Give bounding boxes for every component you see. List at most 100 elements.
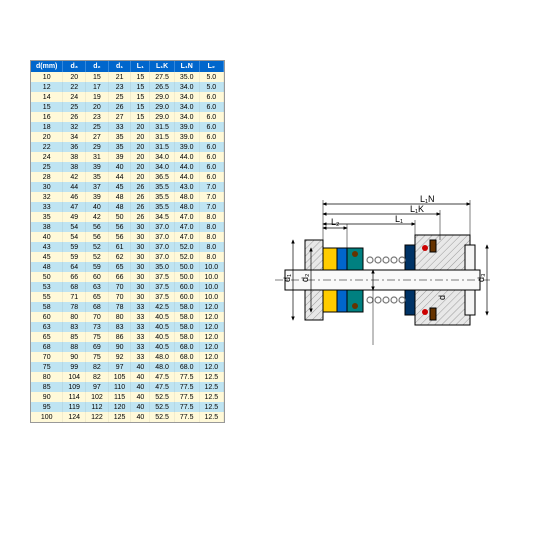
table-row: 587868783342.558.012.0	[31, 302, 224, 312]
table-cell: 12.5	[199, 392, 224, 402]
table-cell: 68	[31, 342, 63, 352]
table-cell: 38	[63, 152, 86, 162]
table-cell: 35	[108, 142, 131, 152]
table-cell: 55	[31, 292, 63, 302]
table-row: 354942502634.547.08.0	[31, 212, 224, 222]
table-cell: 90	[108, 342, 131, 352]
table-cell: 30	[131, 242, 150, 252]
table-cell: 48	[108, 202, 131, 212]
table-row: 901141021154052.577.512.5	[31, 392, 224, 402]
table-cell: 39.0	[174, 142, 199, 152]
table-cell: 12.5	[199, 372, 224, 382]
table-cell: 15	[131, 82, 150, 92]
table-cell: 33	[131, 332, 150, 342]
table-cell: 39	[86, 192, 109, 202]
table-cell: 15	[131, 72, 150, 82]
table-cell: 52.0	[174, 252, 199, 262]
table-cell: 58	[31, 302, 63, 312]
table-cell: 30	[131, 222, 150, 232]
table-row: 455952623037.052.08.0	[31, 252, 224, 262]
table-row: 324639482635.548.07.0	[31, 192, 224, 202]
table-cell: 71	[63, 292, 86, 302]
table-cell: 44.0	[174, 172, 199, 182]
table-cell: 12.0	[199, 352, 224, 362]
table-cell: 40	[108, 162, 131, 172]
table-cell: 58.0	[174, 332, 199, 342]
table-cell: 66	[108, 272, 131, 282]
table-cell: 20	[86, 102, 109, 112]
table-cell: 31.5	[150, 122, 175, 132]
table-cell: 26.5	[150, 82, 175, 92]
table-cell: 20	[131, 122, 150, 132]
label-L1K: L₁K	[410, 204, 424, 214]
table-cell: 114	[63, 392, 86, 402]
table-cell: 59	[63, 242, 86, 252]
table-cell: 33	[131, 322, 150, 332]
table-cell: 10.0	[199, 272, 224, 282]
table-cell: 35	[108, 132, 131, 142]
table-cell: 12	[31, 82, 63, 92]
table-cell: 77.5	[174, 412, 199, 422]
table-cell: 46	[63, 192, 86, 202]
table-cell: 115	[108, 392, 131, 402]
table-cell: 100	[31, 412, 63, 422]
table-cell: 30	[131, 272, 150, 282]
table-cell: 40.5	[150, 312, 175, 322]
table-row: 162623271529.034.06.0	[31, 112, 224, 122]
table-cell: 35.5	[150, 182, 175, 192]
table-cell: 12.0	[199, 342, 224, 352]
table-cell: 27.5	[150, 72, 175, 82]
table-cell: 40	[86, 202, 109, 212]
table-cell: 36	[63, 142, 86, 152]
table-cell: 104	[63, 372, 86, 382]
table-cell: 33	[31, 202, 63, 212]
table-cell: 30	[131, 252, 150, 262]
table-cell: 38	[63, 162, 86, 172]
table-cell: 85	[31, 382, 63, 392]
table-cell: 5.0	[199, 72, 224, 82]
table-row: 142419251529.034.06.0	[31, 92, 224, 102]
table-cell: 40	[131, 382, 150, 392]
table-cell: 40	[131, 362, 150, 372]
table-cell: 26	[131, 212, 150, 222]
table-cell: 39	[86, 162, 109, 172]
table-cell: 77.5	[174, 382, 199, 392]
table-cell: 68	[86, 302, 109, 312]
table-cell: 65	[31, 332, 63, 342]
table-cell: 26	[131, 182, 150, 192]
col-header: L₁	[131, 61, 150, 72]
col-header: L₂	[199, 61, 224, 72]
table-cell: 14	[31, 92, 63, 102]
table-cell: 52.5	[150, 412, 175, 422]
table-cell: 7.0	[199, 192, 224, 202]
table-cell: 30	[31, 182, 63, 192]
table-cell: 33	[108, 122, 131, 132]
table-row: 80104821054047.577.512.5	[31, 372, 224, 382]
table-cell: 52	[86, 242, 109, 252]
table-row: 608070803340.558.012.0	[31, 312, 224, 322]
table-cell: 8.0	[199, 222, 224, 232]
table-cell: 122	[86, 412, 109, 422]
table-cell: 52	[86, 252, 109, 262]
table-cell: 56	[108, 232, 131, 242]
table-cell: 50.0	[174, 262, 199, 272]
table-cell: 34.5	[150, 212, 175, 222]
table-cell: 31	[86, 152, 109, 162]
table-cell: 6.0	[199, 92, 224, 102]
table-cell: 35.5	[150, 202, 175, 212]
table-cell: 37.0	[150, 232, 175, 242]
table-cell: 48.0	[150, 362, 175, 372]
table-cell: 47.0	[174, 222, 199, 232]
table-cell: 16	[31, 112, 63, 122]
table-cell: 49	[63, 212, 86, 222]
table-cell: 34.0	[174, 82, 199, 92]
table-cell: 27	[86, 132, 109, 142]
table-cell: 34	[63, 132, 86, 142]
table-cell: 19	[86, 92, 109, 102]
table-row: 951191121204052.577.512.5	[31, 402, 224, 412]
table-cell: 97	[86, 382, 109, 392]
table-cell: 22	[63, 82, 86, 92]
table-cell: 69	[86, 342, 109, 352]
table-cell: 21	[108, 72, 131, 82]
table-cell: 33	[131, 312, 150, 322]
